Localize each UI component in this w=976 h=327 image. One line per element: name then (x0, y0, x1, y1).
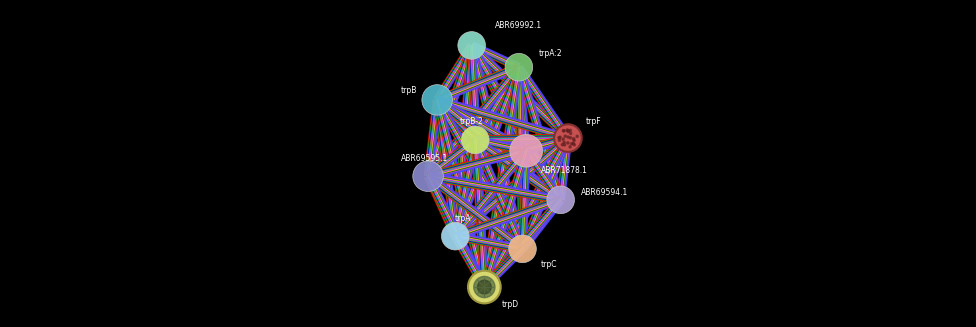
Circle shape (569, 146, 571, 148)
Circle shape (571, 143, 573, 145)
Circle shape (413, 161, 443, 192)
Circle shape (441, 222, 469, 250)
Circle shape (422, 85, 453, 115)
Text: trpD: trpD (502, 300, 519, 309)
Circle shape (567, 130, 569, 132)
Circle shape (562, 138, 564, 140)
Text: ABR69594.1: ABR69594.1 (581, 188, 628, 197)
Circle shape (573, 138, 575, 140)
Circle shape (566, 129, 568, 131)
Circle shape (572, 142, 574, 145)
Circle shape (567, 130, 569, 132)
Circle shape (563, 130, 565, 132)
Text: ABR69595.1: ABR69595.1 (401, 154, 448, 163)
Text: trpA: trpA (454, 214, 470, 223)
Circle shape (554, 124, 582, 152)
Circle shape (563, 141, 565, 144)
Circle shape (569, 137, 572, 139)
Circle shape (462, 126, 489, 154)
Circle shape (567, 136, 569, 138)
Circle shape (481, 284, 488, 291)
Circle shape (508, 235, 537, 263)
Circle shape (564, 135, 566, 137)
Text: trpC: trpC (541, 260, 557, 269)
Circle shape (570, 132, 572, 134)
Circle shape (505, 53, 533, 81)
Circle shape (567, 142, 569, 144)
Circle shape (509, 134, 543, 167)
Circle shape (458, 32, 485, 59)
Circle shape (576, 135, 579, 137)
Circle shape (558, 139, 560, 141)
Text: trpF: trpF (587, 117, 602, 126)
Circle shape (562, 129, 564, 132)
Text: ABR71878.1: ABR71878.1 (541, 166, 588, 175)
Circle shape (558, 137, 560, 139)
Text: trpA:2: trpA:2 (539, 49, 562, 58)
Circle shape (563, 144, 566, 146)
Circle shape (547, 186, 575, 214)
Text: trpB-2: trpB-2 (460, 117, 483, 126)
Circle shape (473, 276, 495, 298)
Text: ABR69992.1: ABR69992.1 (495, 21, 543, 30)
Circle shape (573, 139, 575, 142)
Circle shape (573, 144, 576, 146)
Circle shape (468, 271, 501, 303)
Circle shape (559, 136, 561, 138)
Text: trpB: trpB (401, 86, 417, 95)
Circle shape (569, 129, 572, 131)
Circle shape (561, 144, 563, 146)
Circle shape (477, 280, 491, 294)
